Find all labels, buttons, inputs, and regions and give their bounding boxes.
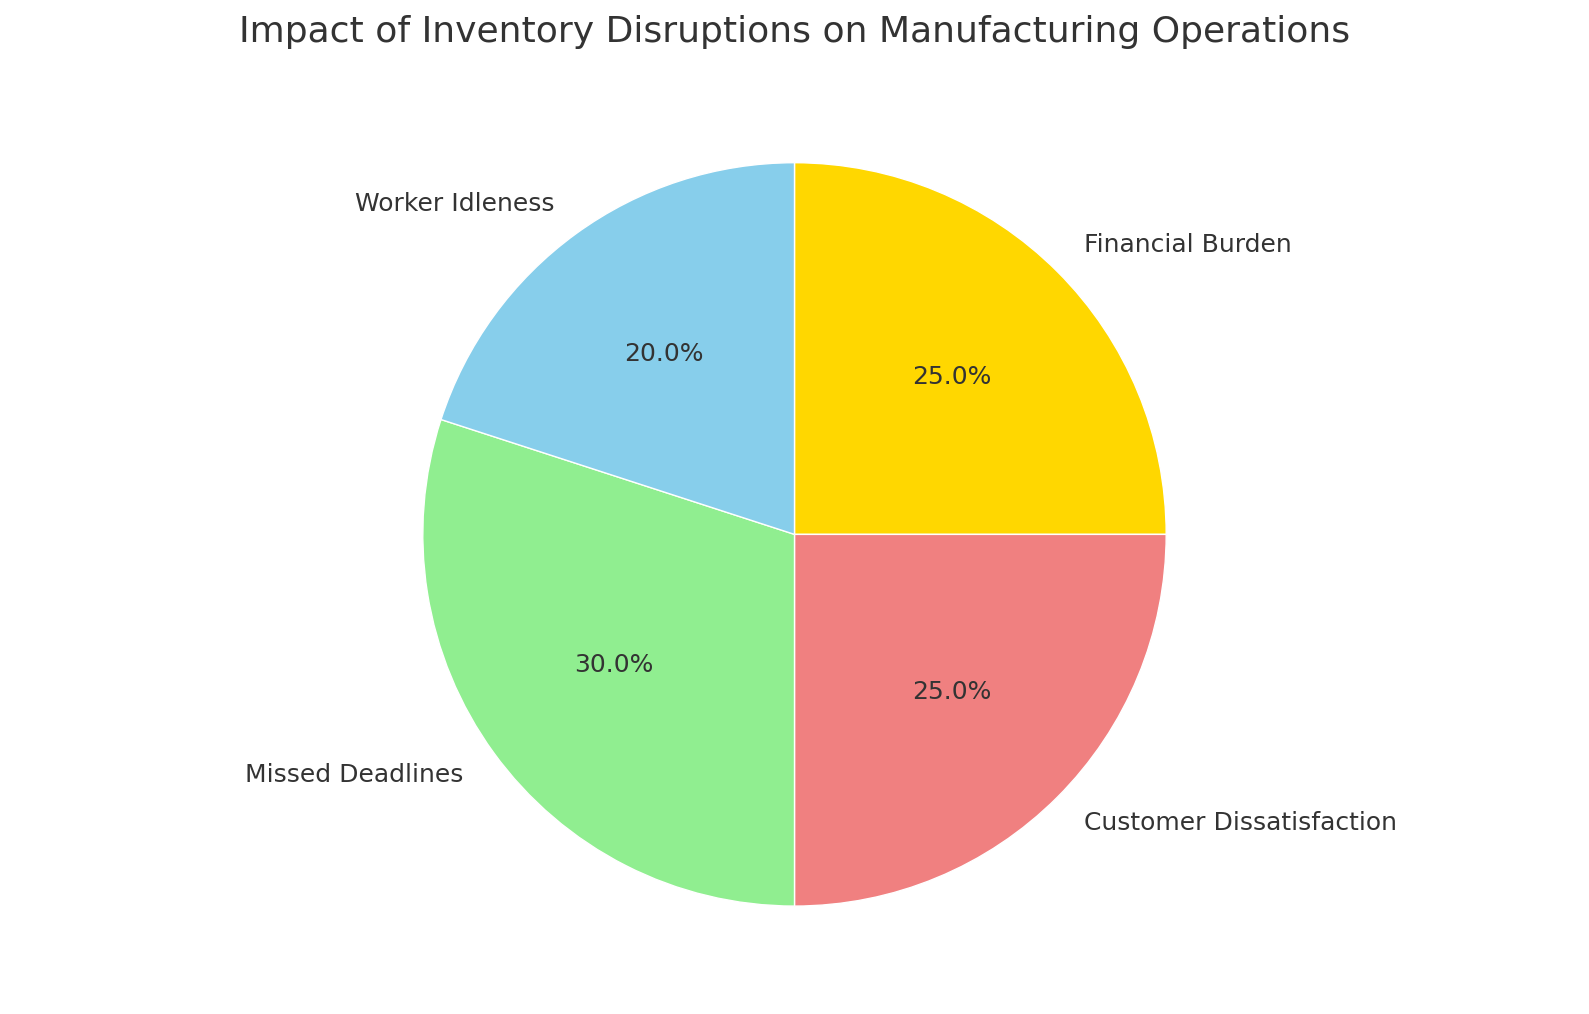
Text: Financial Burden: Financial Burden	[1084, 233, 1292, 258]
Text: Customer Dissatisfaction: Customer Dissatisfaction	[1084, 811, 1397, 836]
Text: Missed Deadlines: Missed Deadlines	[245, 763, 464, 787]
Text: 20.0%: 20.0%	[623, 342, 704, 366]
Wedge shape	[423, 420, 794, 907]
Text: Worker Idleness: Worker Idleness	[354, 192, 555, 216]
Text: 30.0%: 30.0%	[574, 653, 653, 677]
Wedge shape	[794, 534, 1166, 907]
Title: Impact of Inventory Disruptions on Manufacturing Operations: Impact of Inventory Disruptions on Manuf…	[238, 15, 1351, 49]
Wedge shape	[442, 162, 794, 534]
Text: 25.0%: 25.0%	[912, 680, 992, 704]
Wedge shape	[794, 162, 1166, 534]
Text: 25.0%: 25.0%	[912, 365, 992, 388]
